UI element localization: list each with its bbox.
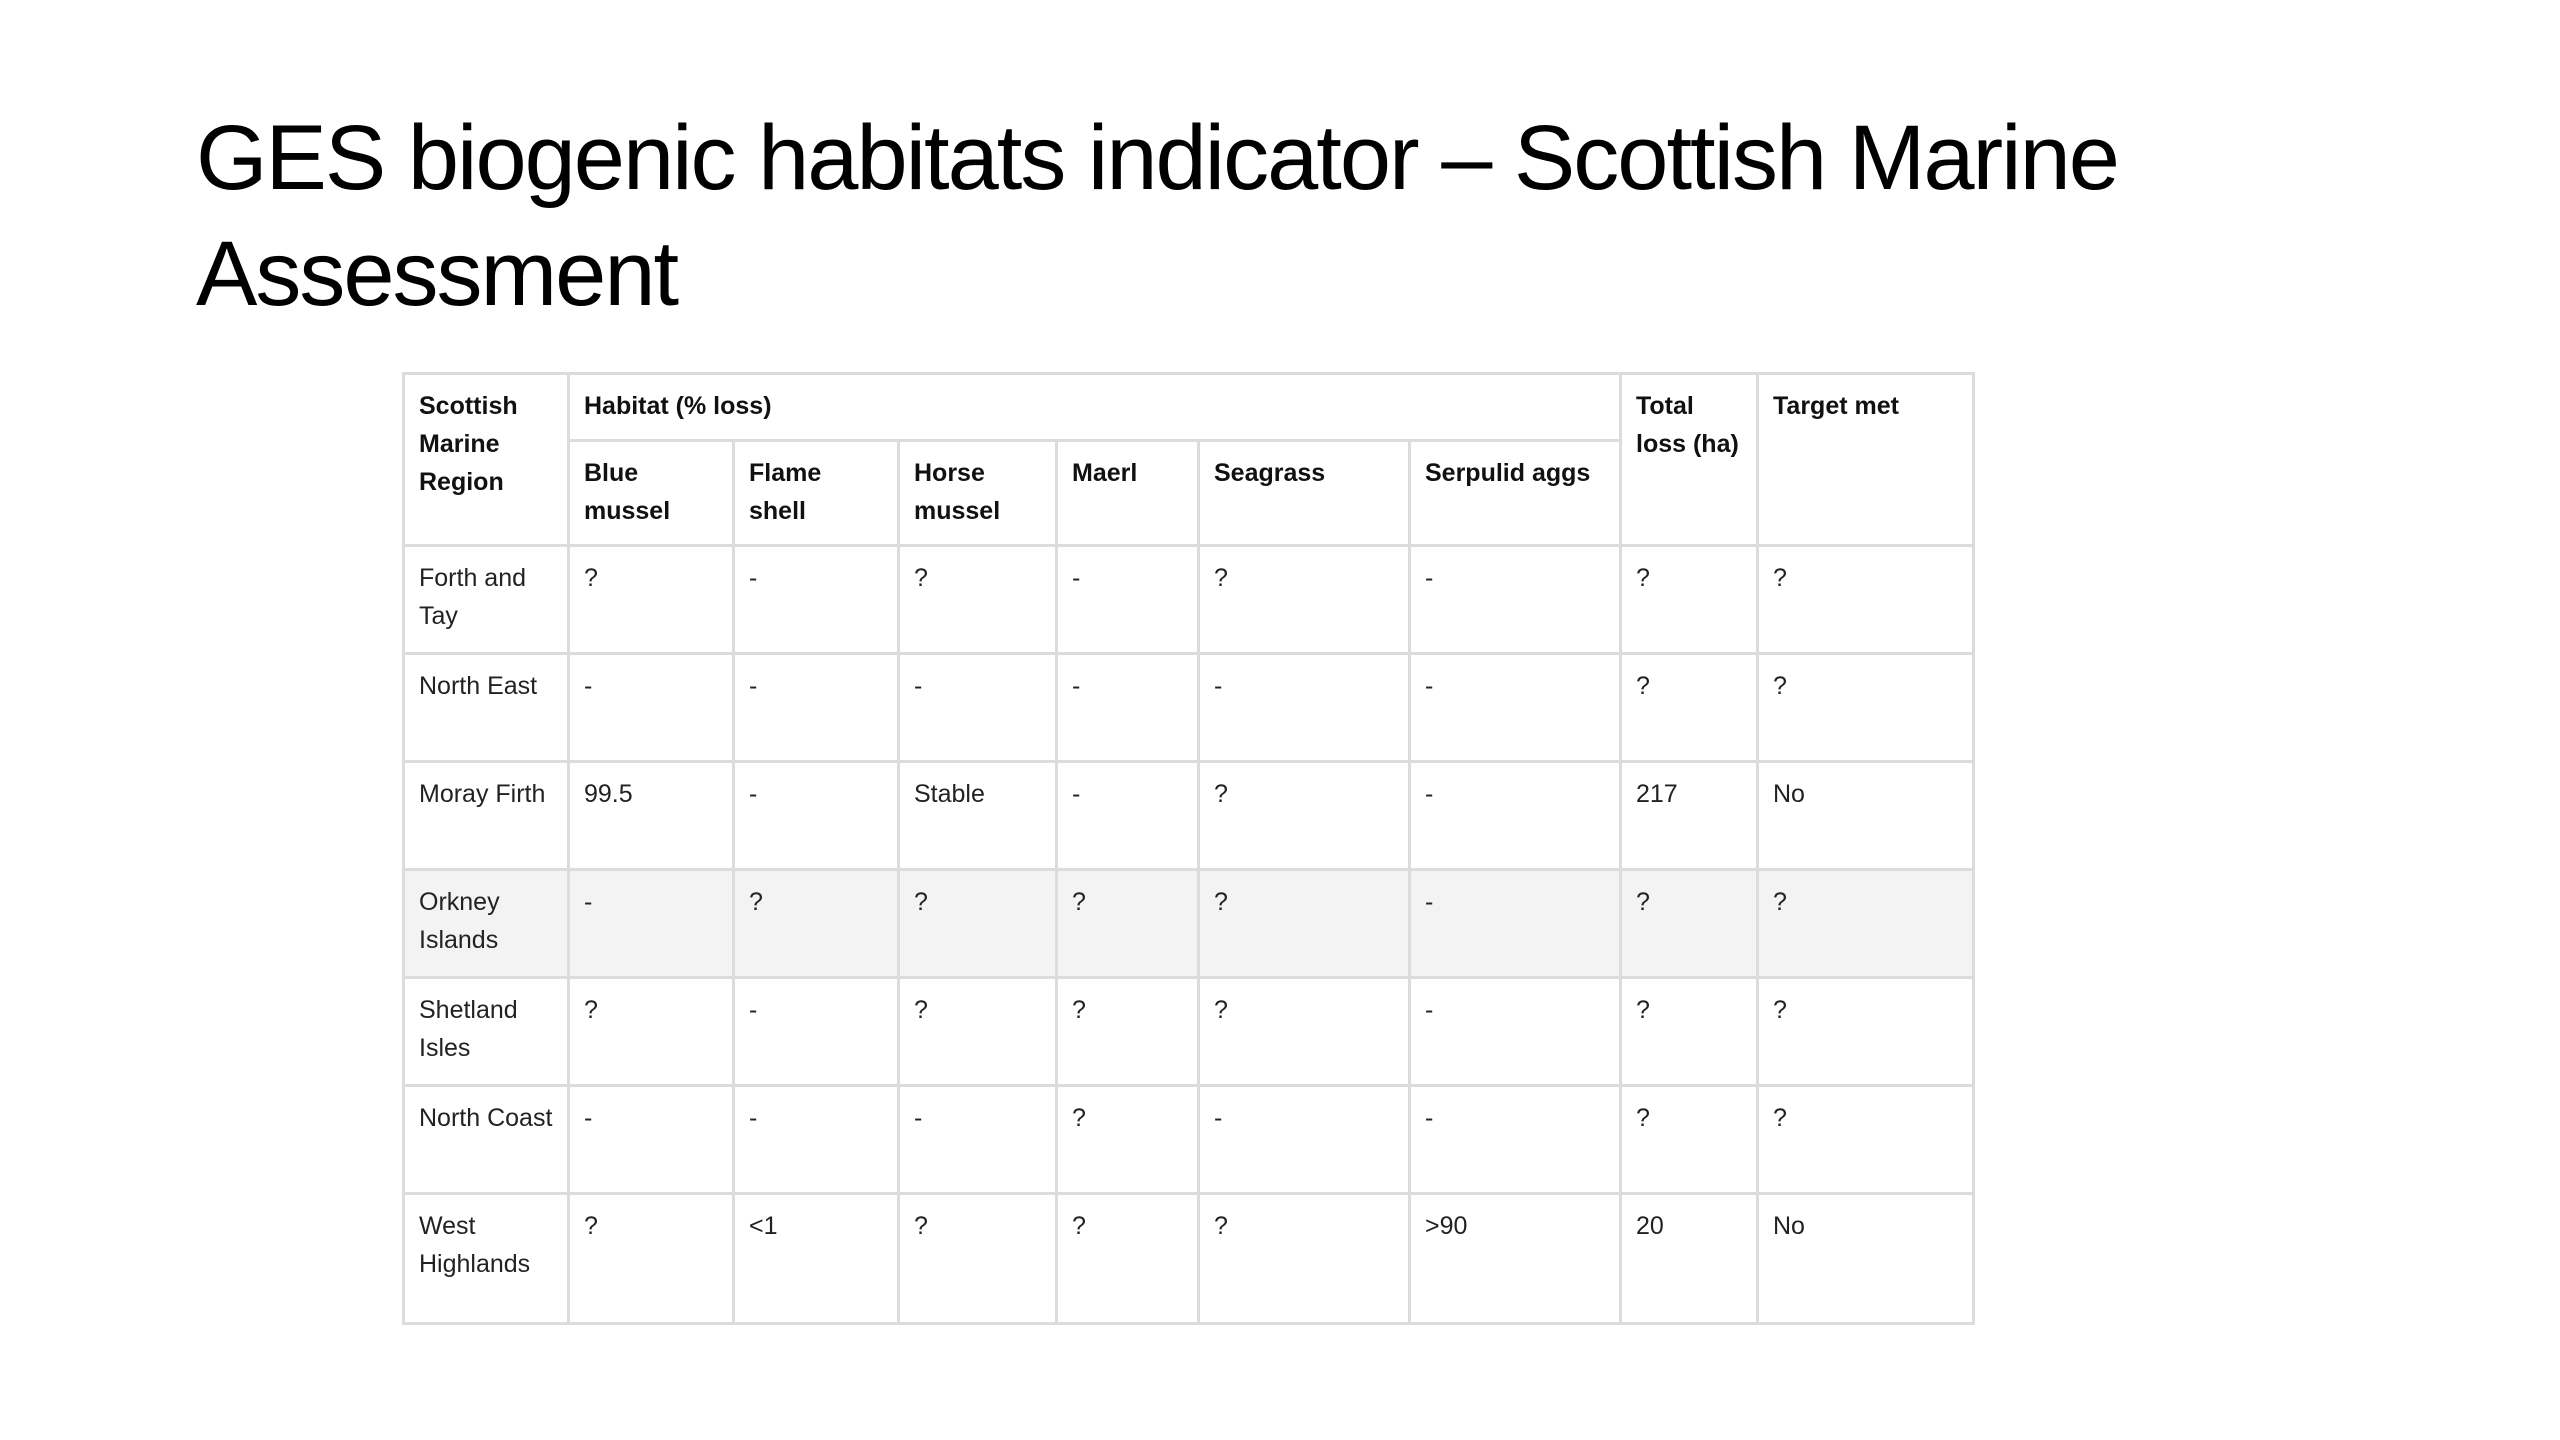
region-cell: North Coast xyxy=(402,1084,570,1195)
header-habitat-horse-mussel: Horse mussel xyxy=(897,439,1058,547)
table-cell: ? xyxy=(567,544,735,655)
table-cell: - xyxy=(732,1084,900,1195)
region-cell: Moray Firth xyxy=(402,760,570,871)
table-cell: ? xyxy=(1197,1192,1411,1325)
table-cell: - xyxy=(897,652,1058,763)
header-habitat-seagrass: Seagrass xyxy=(1197,439,1411,547)
table-cell: ? xyxy=(567,976,735,1087)
table-cell: - xyxy=(567,1084,735,1195)
region-cell: Orkney Islands xyxy=(402,868,570,979)
table-row: Shetland Isles ? - ? ? ? - ? ? xyxy=(402,976,1975,1087)
table-row: North Coast - - - ? - - ? ? xyxy=(402,1084,1975,1195)
table-cell: Stable xyxy=(897,760,1058,871)
table-cell: - xyxy=(1197,1084,1411,1195)
total-loss-cell: ? xyxy=(1619,1084,1759,1195)
table-cell: - xyxy=(732,760,900,871)
table-cell: ? xyxy=(1055,868,1200,979)
table-cell: - xyxy=(732,544,900,655)
total-loss-cell: 20 xyxy=(1619,1192,1759,1325)
table-cell: <1 xyxy=(732,1192,900,1325)
table-cell: ? xyxy=(567,1192,735,1325)
table-cell: - xyxy=(1408,544,1622,655)
total-loss-cell: ? xyxy=(1619,652,1759,763)
table-cell: ? xyxy=(1197,544,1411,655)
header-habitat-flame-shell: Flame shell xyxy=(732,439,900,547)
total-loss-cell: ? xyxy=(1619,976,1759,1087)
table-cell: ? xyxy=(897,544,1058,655)
table-cell: - xyxy=(567,868,735,979)
target-met-cell: ? xyxy=(1756,868,1975,979)
habitat-table-container: Scottish Marine Region Habitat (% loss) … xyxy=(402,372,1975,1325)
table-cell: - xyxy=(732,652,900,763)
target-met-cell: ? xyxy=(1756,544,1975,655)
slide-title: GES biogenic habitats indicator – Scotti… xyxy=(196,107,2120,325)
total-loss-cell: ? xyxy=(1619,868,1759,979)
total-loss-cell: 217 xyxy=(1619,760,1759,871)
header-region: Scottish Marine Region xyxy=(402,372,570,547)
table-cell: - xyxy=(1055,760,1200,871)
target-met-cell: No xyxy=(1756,760,1975,871)
header-habitat-blue-mussel: Blue mussel xyxy=(567,439,735,547)
table-cell: - xyxy=(567,652,735,763)
table-cell: >90 xyxy=(1408,1192,1622,1325)
habitat-loss-table: Scottish Marine Region Habitat (% loss) … xyxy=(402,372,1975,1325)
table-cell: - xyxy=(1408,1084,1622,1195)
table-cell: ? xyxy=(897,1192,1058,1325)
table-cell: ? xyxy=(1197,868,1411,979)
target-met-cell: ? xyxy=(1756,976,1975,1087)
table-cell: 99.5 xyxy=(567,760,735,871)
table-row: North East - - - - - - ? ? xyxy=(402,652,1975,763)
table-cell: - xyxy=(1408,976,1622,1087)
table-row: Moray Firth 99.5 - Stable - ? - 217 No xyxy=(402,760,1975,871)
header-habitat-serpulid-aggs: Serpulid aggs xyxy=(1408,439,1622,547)
target-met-cell: No xyxy=(1756,1192,1975,1325)
table-cell: ? xyxy=(1055,976,1200,1087)
table-row: West Highlands ? <1 ? ? ? >90 20 No xyxy=(402,1192,1975,1325)
table-cell: ? xyxy=(897,976,1058,1087)
table-cell: - xyxy=(732,976,900,1087)
region-cell: North East xyxy=(402,652,570,763)
table-cell: - xyxy=(1408,868,1622,979)
table-cell: ? xyxy=(1197,760,1411,871)
table-cell: ? xyxy=(897,868,1058,979)
table-cell: - xyxy=(1055,544,1200,655)
table-row: Forth and Tay ? - ? - ? - ? ? xyxy=(402,544,1975,655)
table-cell: - xyxy=(1408,760,1622,871)
table-cell: - xyxy=(1197,652,1411,763)
header-target-met: Target met xyxy=(1756,372,1975,547)
region-cell: West Highlands xyxy=(402,1192,570,1325)
table-cell: ? xyxy=(1197,976,1411,1087)
table-cell: ? xyxy=(732,868,900,979)
table-cell: ? xyxy=(1055,1084,1200,1195)
target-met-cell: ? xyxy=(1756,652,1975,763)
table-cell: ? xyxy=(1055,1192,1200,1325)
table-cell: - xyxy=(897,1084,1058,1195)
header-habitat-group: Habitat (% loss) xyxy=(567,372,1622,442)
region-cell: Shetland Isles xyxy=(402,976,570,1087)
table-cell: - xyxy=(1055,652,1200,763)
table-cell: - xyxy=(1408,652,1622,763)
total-loss-cell: ? xyxy=(1619,544,1759,655)
target-met-cell: ? xyxy=(1756,1084,1975,1195)
table-row: Orkney Islands - ? ? ? ? - ? ? xyxy=(402,868,1975,979)
header-habitat-maerl: Maerl xyxy=(1055,439,1200,547)
region-cell: Forth and Tay xyxy=(402,544,570,655)
header-total-loss: Total loss (ha) xyxy=(1619,372,1759,547)
